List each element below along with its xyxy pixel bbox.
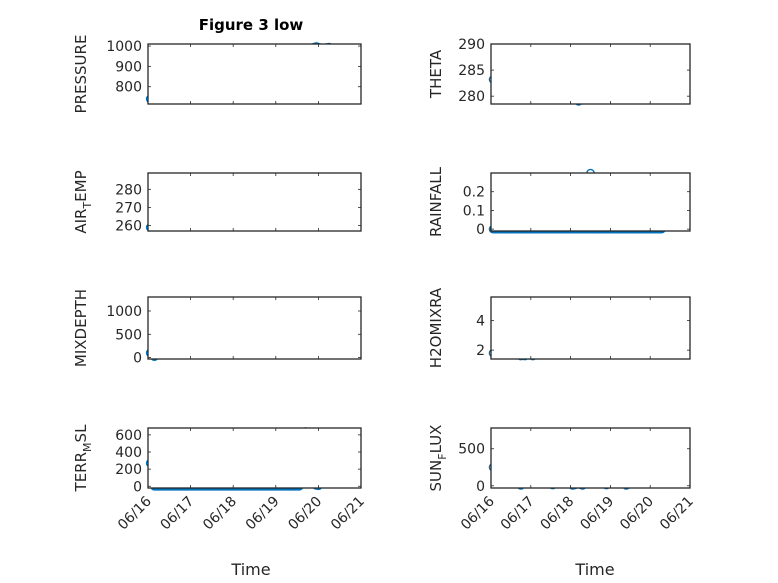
subplot-mixdepth: 0 500 1000 MIXDEPTH [72,289,362,367]
axes-frame [490,43,691,105]
y-tick-label: 2 [476,343,485,359]
axes-frame [147,43,362,105]
x-axis-label-right: Time [574,560,614,579]
x-tick-label: 06/21 [657,494,697,534]
subplot-h2omixra: 2 4 H2OMIXRA [427,287,691,368]
y-tick-label: 200 [115,462,142,478]
y-tick-label: 400 [115,445,142,461]
y-tick-label: 260 [115,219,142,235]
x-tick-label: 06/18 [538,494,578,534]
y-tick-label: 600 [115,428,142,444]
axes-frame [147,296,362,360]
subplot-air_temp: 260 270 280 AIRTEMP [72,170,362,235]
y-axis-label: SUNFLUX [427,425,449,492]
x-tick-label: 06/17 [498,494,538,534]
y-tick-label: 290 [458,37,485,53]
y-tick-label: 500 [458,442,485,458]
axes-frame [147,172,362,232]
x-tick-label: 06/20 [617,494,657,534]
y-tick-label: 0 [476,479,485,495]
y-axis-label: THETA [427,49,445,99]
y-tick-label: 0 [476,222,485,238]
x-tick-label: 06/18 [200,494,240,534]
y-tick-label: 1000 [106,304,142,320]
x-tick-label: 06/16 [115,493,155,533]
x-tick-label: 06/20 [285,494,325,534]
y-tick-label: 0 [133,479,142,495]
y-axis-label: AIRTEMP [72,170,94,233]
figure-title: Figure 3 low [199,16,304,34]
axes-frame [147,427,362,489]
y-axis-label: TERRMSL [72,424,94,493]
x-tick-label: 06/19 [577,494,617,534]
x-tick-label: 06/17 [158,494,198,534]
y-tick-label: 280 [115,182,142,198]
y-axis-label: PRESSURE [72,35,90,114]
x-tick-label: 06/21 [328,494,368,534]
y-axis-label: MIXDEPTH [72,289,90,367]
subplot-sun_flux: 0 500 06/16 06/17 06/18 06/19 06/20 06/21 SUNFLU… [427,425,697,534]
y-tick-label: 285 [458,63,485,79]
axes-frame [490,427,691,489]
y-tick-label: 800 [115,80,142,96]
y-tick-label: 4 [476,314,485,330]
x-axis-label-left: Time [230,560,270,579]
axes-frame [490,172,691,232]
y-tick-label: 900 [115,59,142,75]
x-tick-label: 06/16 [458,493,498,533]
y-axis-label: H2OMIXRA [427,287,445,368]
y-axis-label: RAINFALL [427,166,445,237]
subplot-rainfall: 0 0.1 0.2 RAINFALL [427,166,691,238]
y-tick-label: 270 [115,200,142,216]
y-tick-label: 0.2 [463,185,485,201]
y-tick-label: 0 [133,351,142,367]
y-tick-label: 0.1 [463,203,485,219]
subplot-pressure: 800 900 1000 PRESSURE [72,35,362,114]
axes-frame [490,296,691,360]
y-tick-label: 280 [458,89,485,105]
y-tick-label: 500 [115,327,142,343]
x-tick-label: 06/19 [243,494,283,534]
subplot-theta: 280 285 290 THETA [427,37,691,106]
y-tick-label: 1000 [106,39,142,55]
